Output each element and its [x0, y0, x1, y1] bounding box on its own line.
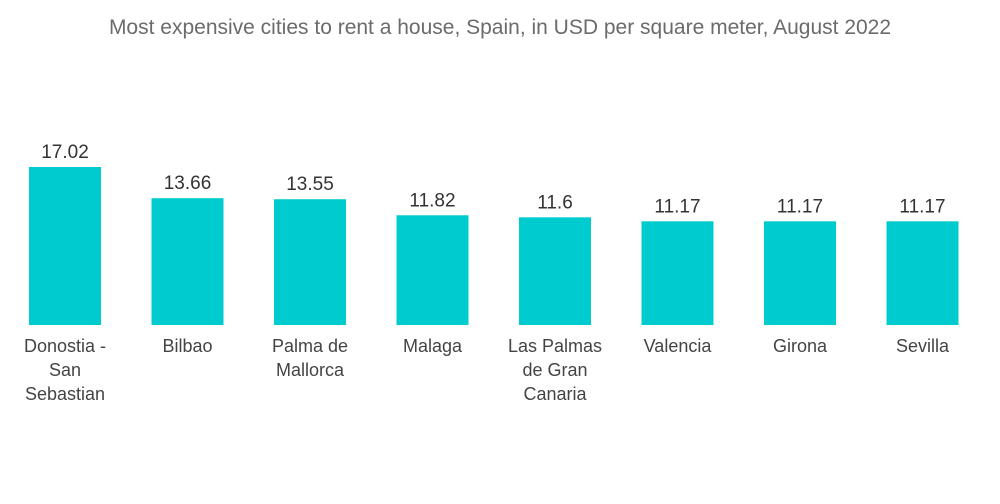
- bar: [764, 221, 836, 325]
- data-label: 11.17: [777, 196, 823, 217]
- data-label: 11.6: [537, 192, 573, 213]
- bar: [886, 221, 959, 325]
- category-label: Bilbao: [162, 336, 212, 356]
- category-label: Sevilla: [896, 336, 950, 356]
- bar: [519, 217, 591, 325]
- category-label: Canaria: [523, 384, 587, 404]
- bar: [396, 215, 469, 325]
- bar: [151, 198, 224, 325]
- category-label: Donostia -: [24, 336, 106, 356]
- data-label: 13.66: [164, 173, 212, 194]
- bar: [641, 221, 714, 325]
- bar: [274, 199, 346, 325]
- chart-title: Most expensive cities to rent a house, S…: [108, 16, 892, 39]
- data-label: 11.82: [409, 190, 455, 211]
- category-label: Valencia: [644, 336, 713, 356]
- data-label: 11.17: [899, 196, 945, 217]
- category-label: Palma de: [272, 336, 348, 356]
- category-label: Malaga: [403, 336, 463, 356]
- category-label: Sebastian: [25, 384, 105, 404]
- data-label: 11.17: [654, 196, 700, 217]
- bar: [29, 167, 101, 325]
- category-label: de Gran: [522, 360, 587, 380]
- category-label: Mallorca: [276, 360, 345, 380]
- category-label: San: [49, 360, 81, 380]
- category-label: Girona: [773, 336, 828, 356]
- category-label: Las Palmas: [508, 336, 602, 356]
- data-label: 13.55: [286, 174, 334, 195]
- data-label: 17.02: [41, 142, 89, 163]
